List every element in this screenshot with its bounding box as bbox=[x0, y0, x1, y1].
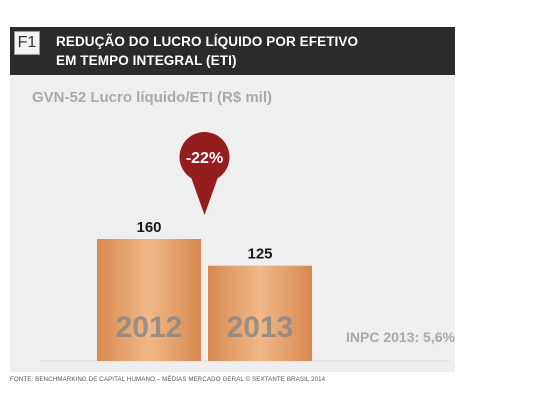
bar-chart: 160 2012 125 2013 -22% bbox=[40, 132, 450, 362]
figure-header: F1 REDUÇÃO DO LUCRO LÍQUIDO POR EFETIVO … bbox=[10, 27, 455, 75]
change-badge-label: -22% bbox=[186, 150, 223, 167]
figure-title: REDUÇÃO DO LUCRO LÍQUIDO POR EFETIVO EM … bbox=[56, 32, 446, 70]
figure-label: F1 bbox=[14, 31, 40, 55]
category-label-2012: 2012 bbox=[116, 311, 183, 344]
figure-title-line-1: REDUÇÃO DO LUCRO LÍQUIDO POR EFETIVO bbox=[56, 34, 359, 49]
change-badge bbox=[179, 132, 230, 215]
category-label-2013: 2013 bbox=[227, 311, 294, 344]
bar-2012 bbox=[97, 239, 201, 361]
source-note: FONTE: BENCHMARKING DE CAPITAL HUMANO – … bbox=[10, 376, 326, 383]
chart-subtitle: GVN-52 Lucro líquido/ETI (R$ mil) bbox=[32, 89, 273, 106]
figure-title-line-2: EM TEMPO INTEGRAL (ETI) bbox=[56, 53, 237, 68]
value-label-2013: 125 bbox=[247, 246, 272, 263]
bar-2013 bbox=[208, 265, 312, 361]
value-label-2012: 160 bbox=[136, 219, 161, 236]
inpc-note: INPC 2013: 5,6% bbox=[346, 329, 455, 345]
figure-panel: F1 REDUÇÃO DO LUCRO LÍQUIDO POR EFETIVO … bbox=[10, 27, 455, 372]
